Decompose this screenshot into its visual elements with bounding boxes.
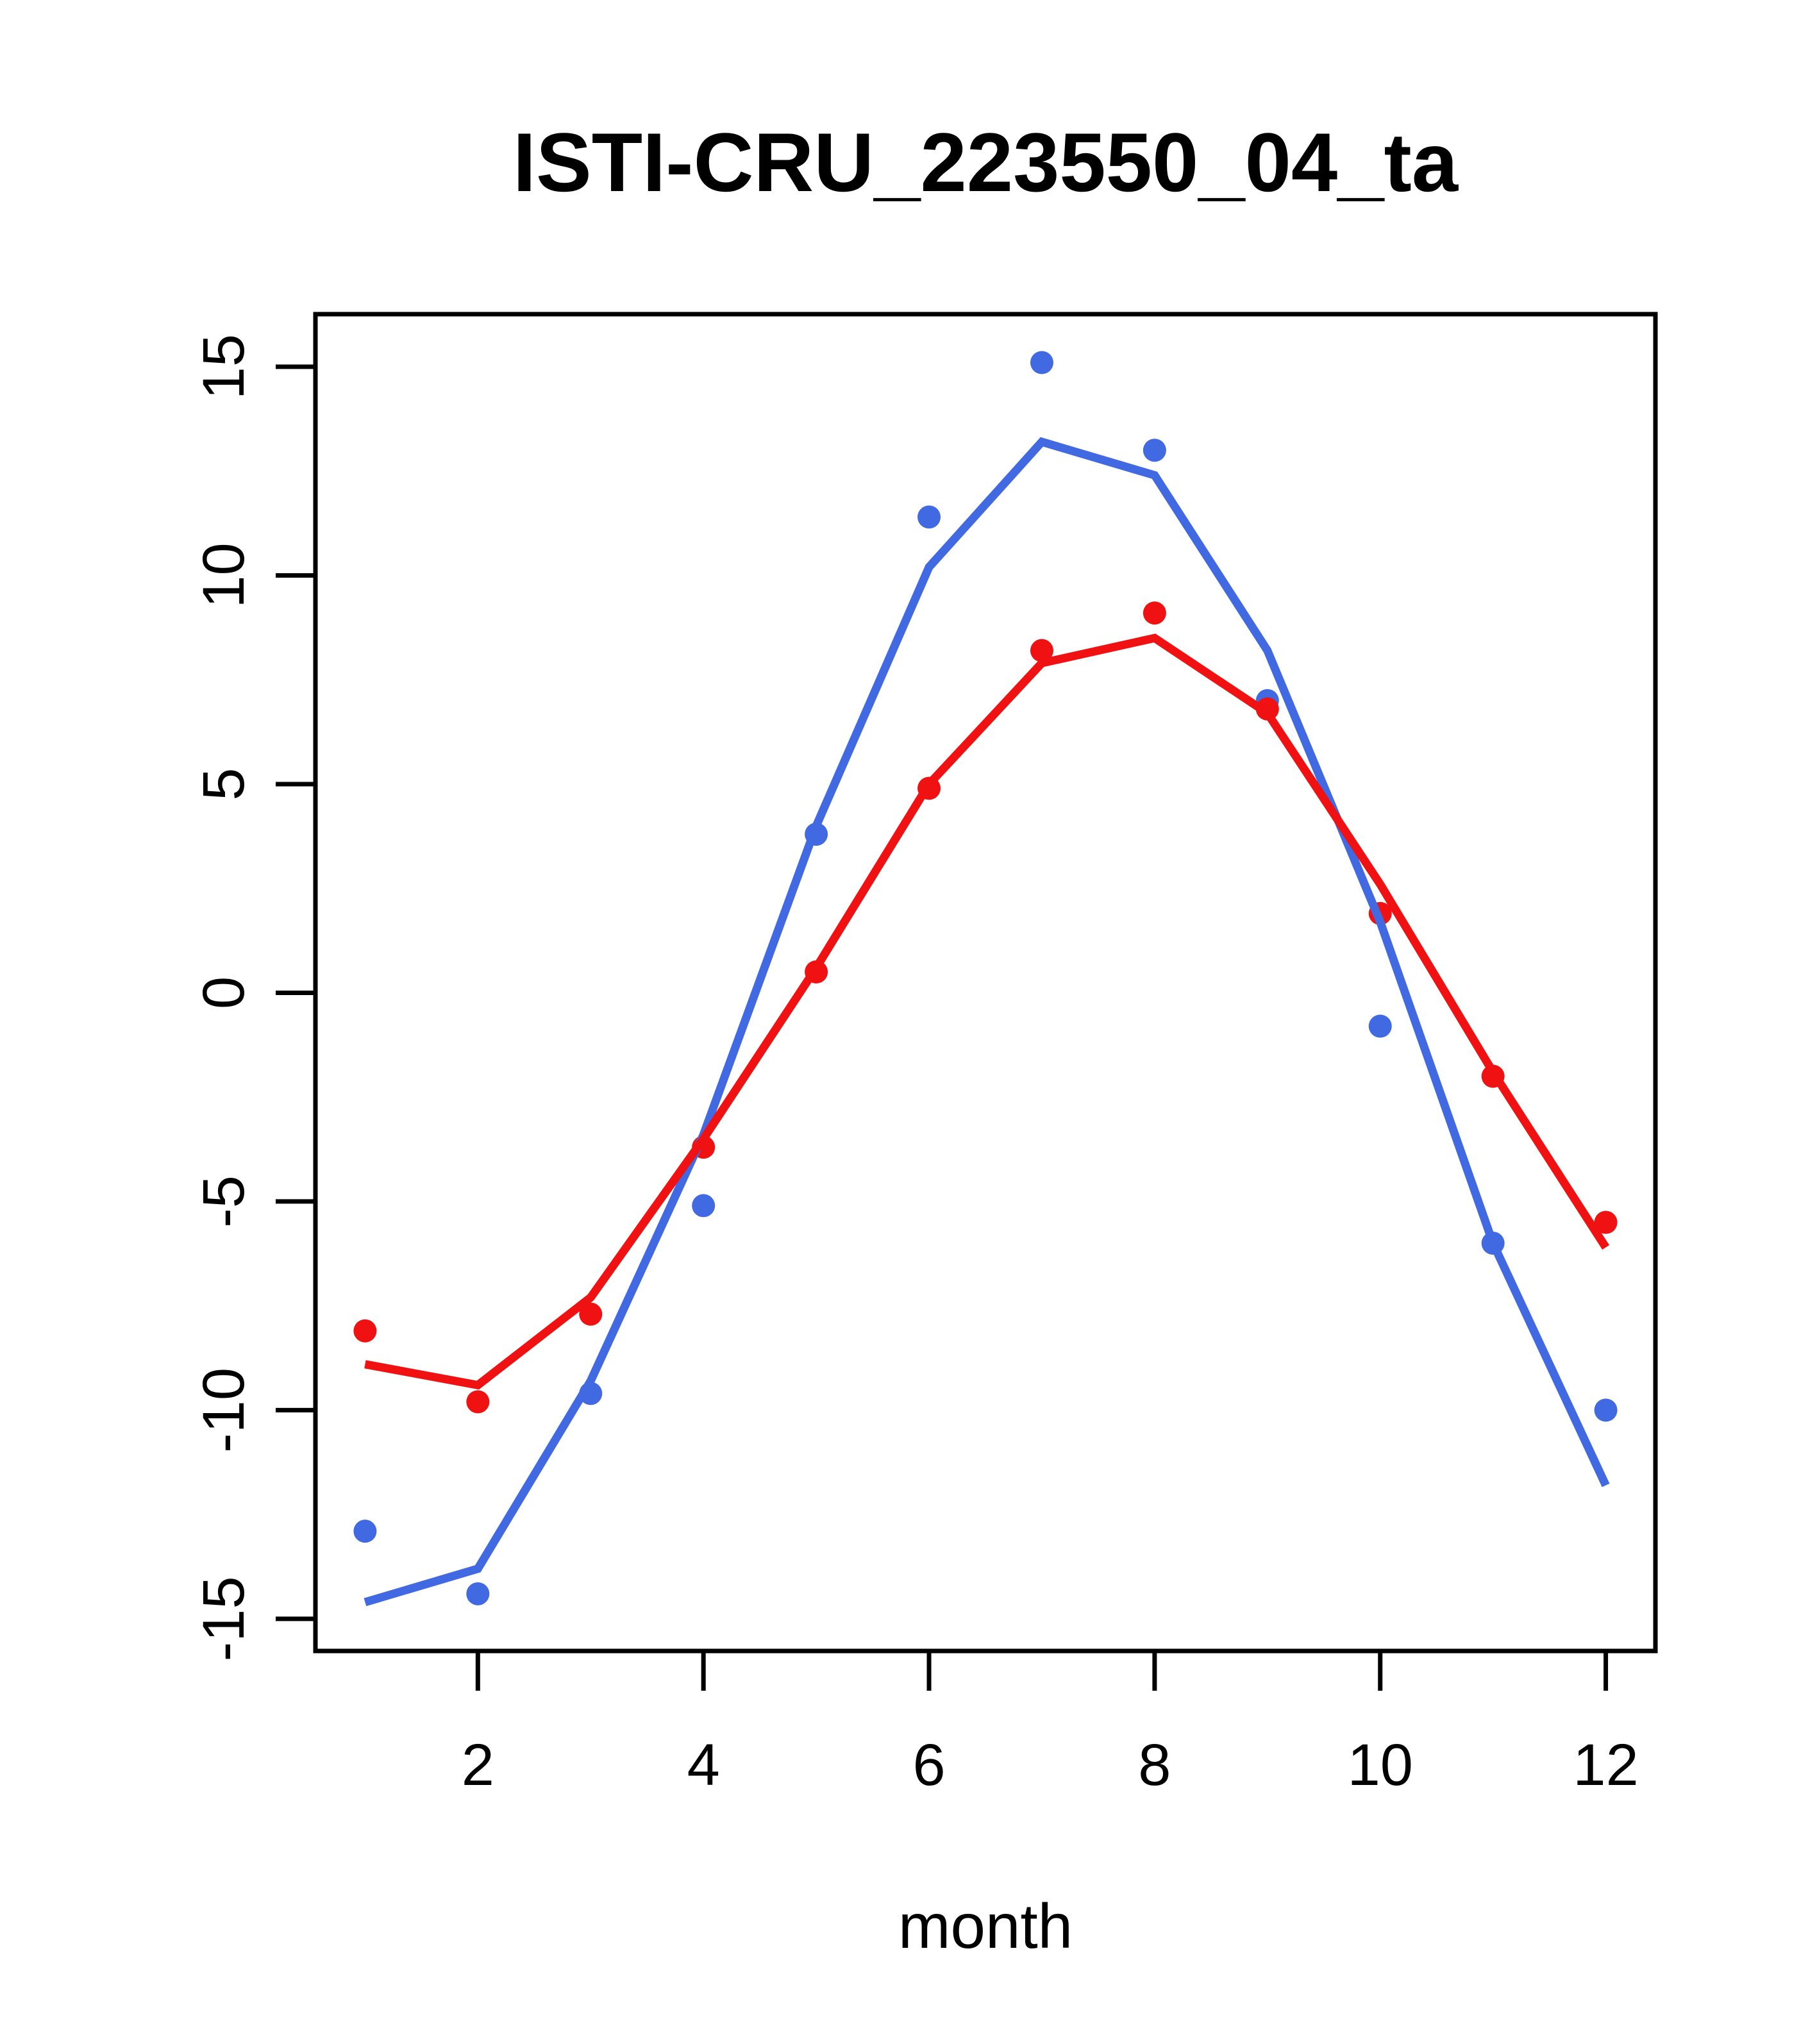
series1-points bbox=[917, 505, 941, 529]
y-tick-label: 10 bbox=[191, 542, 256, 608]
chart-title: ISTI-CRU_223550_04_ta bbox=[512, 115, 1459, 209]
series1-points bbox=[1143, 439, 1166, 462]
series2-points bbox=[1143, 601, 1166, 625]
series2-points bbox=[1594, 1210, 1618, 1234]
series2-points bbox=[579, 1302, 603, 1326]
series1-points bbox=[692, 1194, 716, 1218]
series1-points bbox=[1368, 1014, 1392, 1038]
y-tick-label: 5 bbox=[191, 767, 256, 800]
series1-points bbox=[466, 1582, 490, 1605]
series1-points bbox=[1030, 351, 1053, 374]
series1-points bbox=[1594, 1398, 1618, 1422]
x-tick-label: 4 bbox=[687, 1732, 720, 1798]
x-tick-label: 12 bbox=[1573, 1732, 1638, 1798]
series1-points bbox=[353, 1520, 377, 1543]
x-tick-label: 10 bbox=[1348, 1732, 1413, 1798]
x-tick-label: 6 bbox=[912, 1732, 945, 1798]
series2-points bbox=[1030, 639, 1053, 662]
y-tick-label: 0 bbox=[191, 976, 256, 1009]
x-tick-label: 2 bbox=[462, 1732, 494, 1798]
y-tick-label: 15 bbox=[191, 334, 256, 399]
series2-points bbox=[353, 1319, 377, 1343]
plot-box bbox=[313, 312, 1658, 1654]
y-tick-label: -5 bbox=[191, 1175, 256, 1228]
x-axis-label: month bbox=[898, 1891, 1073, 1961]
y-tick-label: -10 bbox=[191, 1368, 256, 1453]
x-tick-label: 8 bbox=[1138, 1732, 1171, 1798]
y-tick-label: -15 bbox=[191, 1576, 256, 1661]
series2-line bbox=[364, 633, 1610, 1390]
series1-line bbox=[364, 437, 1610, 1607]
series2-points bbox=[466, 1390, 490, 1414]
